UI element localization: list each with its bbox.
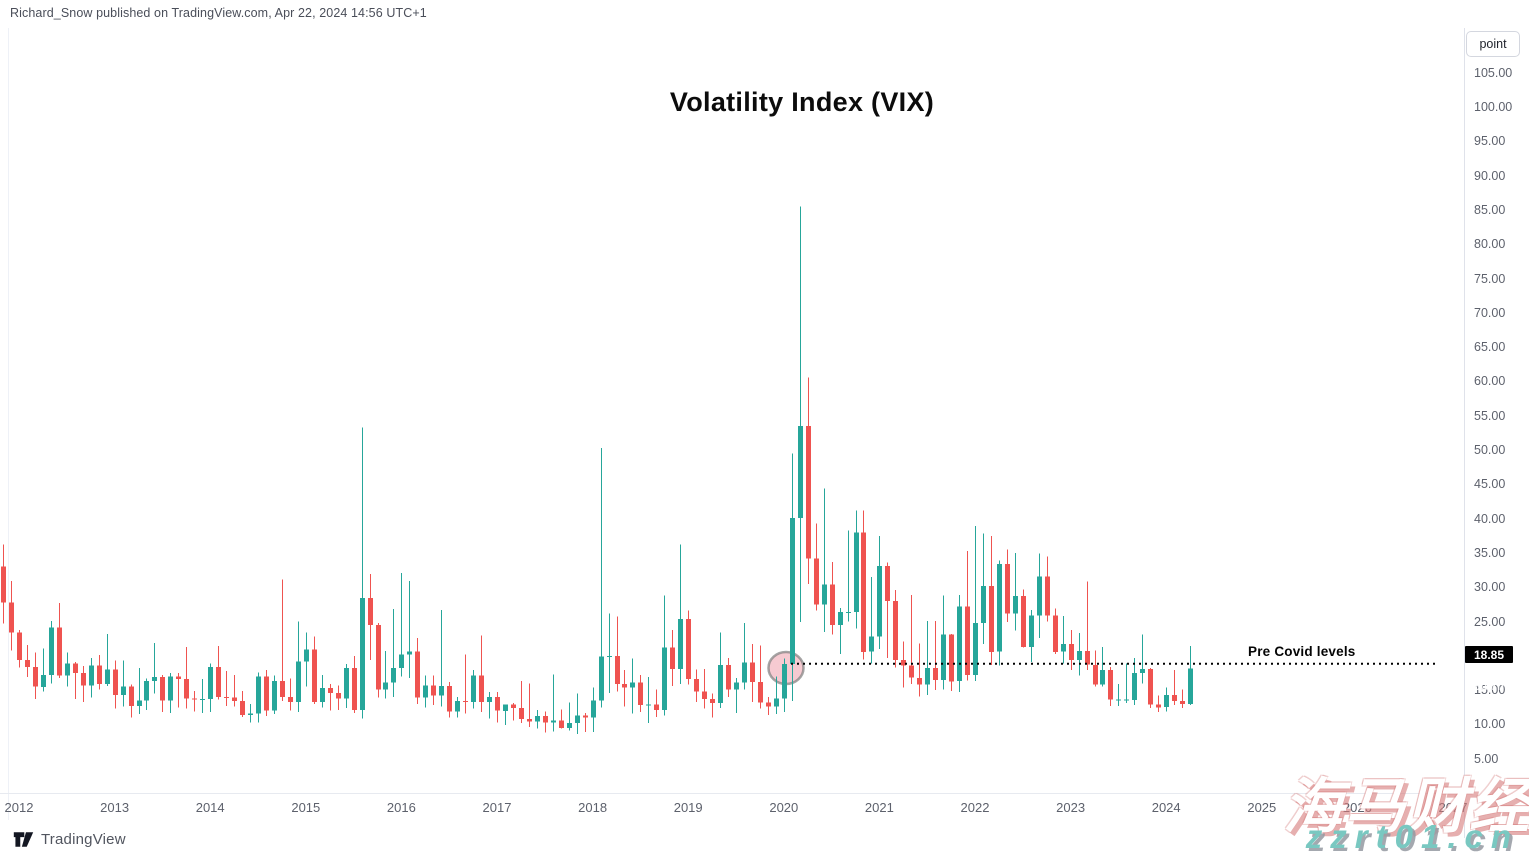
year-label: 2018 — [578, 800, 608, 815]
pre-covid-annotation-label: Pre Covid levels — [1248, 644, 1356, 659]
year-label: 2014 — [195, 800, 225, 815]
price-tick: 80.00 — [1474, 237, 1506, 252]
line-price-label: 18.85 — [1465, 646, 1513, 663]
year-label: 2012 — [4, 800, 34, 815]
last-price-badge: 18.19 8d 7h — [1465, 664, 1513, 696]
year-label: 2019 — [673, 800, 703, 815]
year-label: 2023 — [1056, 800, 1086, 815]
price-tick: 90.00 — [1474, 168, 1506, 183]
price-tick: 5.00 — [1474, 751, 1499, 766]
year-label: 2016 — [386, 800, 416, 815]
year-label: 2024 — [1151, 800, 1181, 815]
publish-attribution: Richard_Snow published on TradingView.co… — [10, 6, 427, 20]
candles — [1, 206, 1193, 735]
price-tick: 45.00 — [1474, 477, 1506, 492]
year-label: 2022 — [960, 800, 990, 815]
plot-left-border — [8, 28, 9, 820]
price-tick: 25.00 — [1474, 614, 1506, 629]
year-label: 2025 — [1247, 800, 1277, 815]
year-label: 2017 — [482, 800, 512, 815]
price-tick: 85.00 — [1474, 202, 1506, 217]
year-label: 2013 — [100, 800, 130, 815]
year-label: 2015 — [291, 800, 321, 815]
price-tick: 65.00 — [1474, 340, 1506, 355]
price-tick: 105.00 — [1474, 65, 1513, 80]
bar-countdown: 8d 7h — [1473, 681, 1505, 693]
price-tick: 75.00 — [1474, 271, 1506, 286]
price-tick: 15.00 — [1474, 683, 1506, 698]
price-tick: 30.00 — [1474, 580, 1506, 595]
price-tick: 60.00 — [1474, 374, 1506, 389]
time-axis-border — [0, 793, 1464, 794]
year-label: 2027 — [1438, 800, 1468, 815]
price-tick: 10.00 — [1474, 717, 1506, 732]
tradingview-brand-text: TradingView — [41, 831, 126, 848]
chart-title: Volatility Index (VIX) — [669, 87, 935, 117]
unit-point-button[interactable]: point — [1466, 31, 1520, 57]
price-axis-border — [1464, 28, 1465, 838]
price-tick: 55.00 — [1474, 408, 1506, 423]
tradingview-logo-link[interactable]: TradingView — [13, 830, 126, 849]
price-axis[interactable]: point 105.00 100.00 95.00 90.00 85.00 80.00 75… — [1464, 28, 1529, 798]
price-tick: 70.00 — [1474, 305, 1506, 320]
time-axis[interactable]: 2012 2013 2014 2015 2016 2017 2018 2019 2020 2021… — [0, 794, 1468, 822]
price-tick: 35.00 — [1474, 545, 1506, 560]
price-tick: 95.00 — [1474, 134, 1506, 149]
year-label: 2020 — [769, 800, 799, 815]
tradingview-logo-icon — [13, 832, 34, 847]
year-label: 2026 — [1342, 800, 1372, 815]
price-tick: 40.00 — [1474, 511, 1506, 526]
price-tick: 100.00 — [1474, 100, 1513, 114]
year-label: 2021 — [864, 800, 894, 815]
price-tick: 50.00 — [1474, 443, 1506, 458]
last-price-value: 18.19 — [1473, 665, 1505, 679]
symbol-badge: VIX — [1441, 666, 1458, 678]
